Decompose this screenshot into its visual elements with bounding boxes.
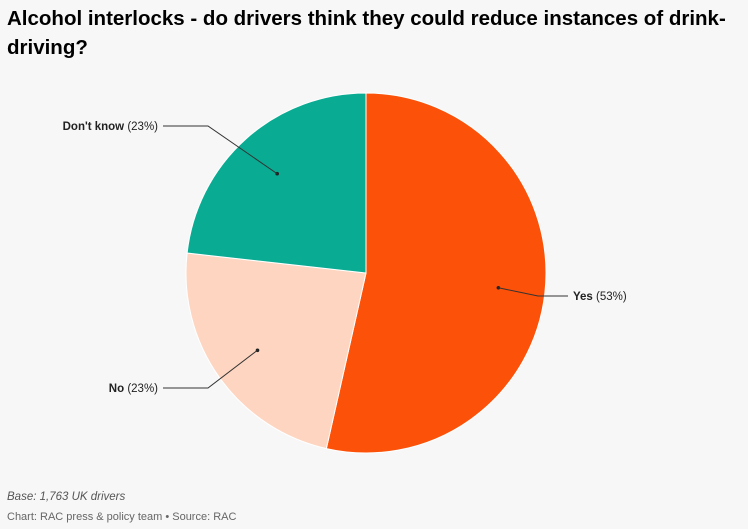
leader-line-no bbox=[163, 349, 258, 389]
leader-line-yes bbox=[498, 287, 568, 297]
pie-slice-yes bbox=[325, 92, 547, 454]
slice-label-no: No (23%) bbox=[109, 383, 158, 395]
footer-credit: Chart: RAC press & policy team • Source:… bbox=[7, 511, 237, 523]
slice-label-yes: Yes (53%) bbox=[573, 291, 627, 303]
chart-title: Alcohol interlocks - do drivers think th… bbox=[7, 7, 726, 59]
footer-base-note: Base: 1,763 UK drivers bbox=[7, 491, 126, 503]
slice-label-don-t-know: Don't know (23%) bbox=[63, 121, 159, 133]
pie-slice-no bbox=[185, 252, 367, 450]
leader-line-don-t-know bbox=[163, 125, 278, 175]
pie-slice-don-t-know bbox=[186, 92, 367, 274]
